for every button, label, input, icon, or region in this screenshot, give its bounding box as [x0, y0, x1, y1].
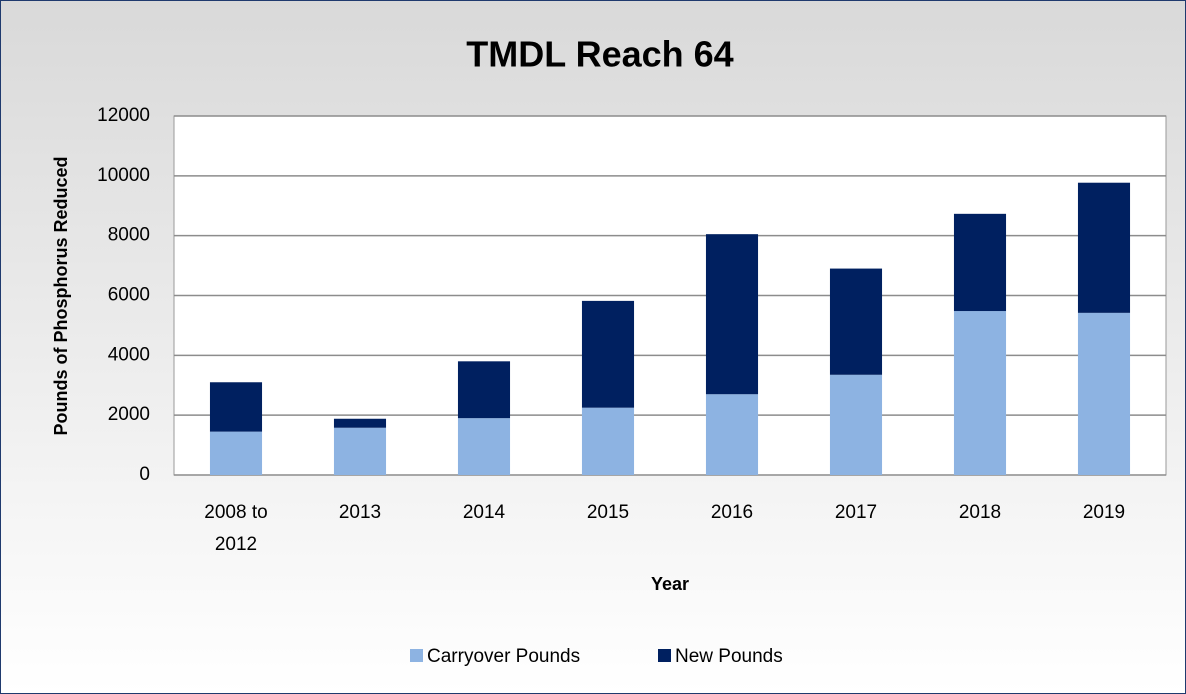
x-tick-label: 2014 — [462, 502, 506, 523]
x-tick-label: 2017 — [834, 502, 878, 523]
bar-segment — [953, 311, 1007, 475]
bar-segment — [1077, 312, 1131, 475]
y-tick-label: 8000 — [108, 225, 150, 246]
y-axis-label: Pounds of Phosphorus Reduced — [51, 156, 71, 435]
x-tick-label: 2008 to 2012 — [204, 502, 268, 555]
bar-segment — [209, 382, 263, 432]
legend-swatch — [410, 649, 423, 662]
chart-title: TMDL Reach 64 — [466, 34, 733, 75]
bar-segment — [457, 418, 511, 475]
bar-segment — [581, 300, 635, 408]
bar-segment — [457, 361, 511, 419]
y-tick-label: 2000 — [108, 404, 150, 425]
x-tick-label: 2016 — [710, 502, 754, 523]
bar-segment — [333, 418, 387, 428]
bar-segment — [705, 234, 759, 395]
x-axis-label: Year — [651, 574, 689, 594]
x-tick-label: 2013 — [338, 502, 382, 523]
x-tick-label: 2019 — [1082, 502, 1126, 523]
y-tick-label: 4000 — [108, 344, 150, 365]
y-tick-label: 12000 — [97, 105, 150, 126]
bar-segment — [829, 374, 883, 475]
y-tick-label: 0 — [139, 464, 150, 485]
legend-swatch — [658, 649, 671, 662]
y-tick-label: 6000 — [108, 285, 150, 306]
bar-segment — [953, 213, 1007, 312]
bar-segment — [705, 394, 759, 475]
y-tick-label: 10000 — [97, 165, 150, 186]
x-tick-label: 2018 — [958, 502, 1002, 523]
bar-segment — [333, 427, 387, 475]
bar-segment — [209, 431, 263, 475]
legend-label: New Pounds — [675, 646, 783, 667]
bar-segment — [829, 268, 883, 375]
bar-segment — [581, 407, 635, 475]
x-tick-label: 2015 — [586, 502, 630, 523]
legend-label: Carryover Pounds — [427, 646, 580, 667]
bar-segment — [1077, 182, 1131, 313]
